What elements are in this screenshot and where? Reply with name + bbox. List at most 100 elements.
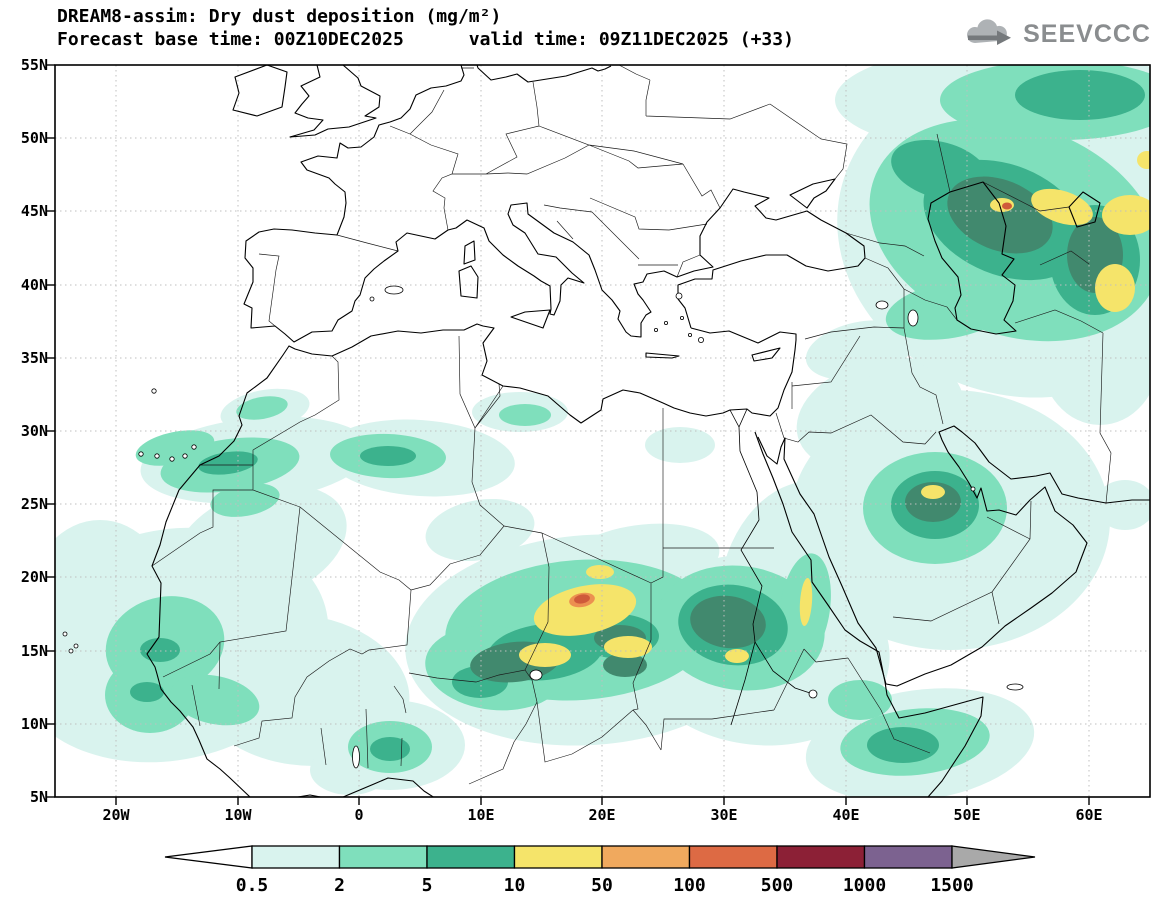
dust-region bbox=[236, 396, 288, 420]
dust-region bbox=[130, 682, 164, 702]
dust-region bbox=[905, 482, 961, 522]
island-lesbos bbox=[675, 292, 683, 300]
coast-ne-africa bbox=[754, 431, 984, 797]
dust-region bbox=[140, 638, 180, 662]
dust-region bbox=[499, 404, 551, 426]
colorbar-cell bbox=[426, 845, 516, 869]
coastlines bbox=[146, 65, 1150, 797]
nile-river bbox=[729, 408, 814, 726]
colorbar-cell bbox=[863, 845, 953, 869]
lake-urmia bbox=[907, 309, 919, 327]
colorbar-cell bbox=[688, 845, 778, 869]
dust-region bbox=[210, 483, 280, 517]
dust-region bbox=[867, 727, 939, 763]
lon-label: 50E bbox=[953, 806, 980, 824]
dust-region bbox=[586, 565, 614, 579]
dust-region bbox=[1015, 70, 1145, 120]
dust-region bbox=[1095, 264, 1135, 312]
island-britain bbox=[289, 65, 381, 138]
colorbar-label: 1000 bbox=[843, 875, 886, 896]
colorbar-label: 0.5 bbox=[236, 875, 269, 896]
cape-verde-island bbox=[62, 631, 68, 637]
borders-mideast bbox=[775, 289, 1032, 625]
lat-label: 40N bbox=[21, 276, 48, 294]
coast-aral bbox=[1068, 191, 1101, 228]
colorbar-cell bbox=[338, 845, 428, 869]
lakes bbox=[352, 300, 919, 769]
dust-region bbox=[519, 643, 571, 667]
coast-baltic bbox=[476, 65, 612, 83]
colorbar-label: 10 bbox=[504, 875, 526, 896]
lon-label: 30E bbox=[710, 806, 737, 824]
dust-region bbox=[690, 595, 766, 649]
coast-arabia bbox=[757, 425, 1150, 687]
dust-region-red bbox=[1002, 202, 1012, 210]
dust-region bbox=[799, 578, 813, 626]
borders-horn bbox=[773, 648, 931, 754]
coast-europe-west bbox=[243, 65, 866, 343]
lat-label: 50N bbox=[21, 129, 48, 147]
canary-island bbox=[191, 444, 197, 450]
lat-label: 30N bbox=[21, 422, 48, 440]
colorbar-label: 5 bbox=[422, 875, 433, 896]
dust-region bbox=[1095, 480, 1150, 530]
colorbar-label: 500 bbox=[761, 875, 794, 896]
island-sicily bbox=[510, 309, 551, 329]
borders-central-africa bbox=[408, 408, 775, 785]
lat-label: 5N bbox=[30, 788, 48, 806]
lon-label: 20E bbox=[588, 806, 615, 824]
canary-island bbox=[169, 456, 175, 462]
dust-region bbox=[425, 498, 535, 562]
lat-label: 35N bbox=[21, 349, 48, 367]
dust-region bbox=[645, 427, 715, 463]
island-mallorca bbox=[384, 285, 404, 295]
lat-label: 15N bbox=[21, 642, 48, 660]
axis-ticks bbox=[47, 64, 1090, 805]
island-rhodes bbox=[698, 336, 705, 343]
borders-nw-africa bbox=[151, 335, 505, 591]
aegean-island bbox=[688, 332, 693, 337]
colorbar-cell bbox=[251, 845, 341, 869]
lake-van bbox=[875, 300, 889, 310]
colorbar-left-arrow bbox=[164, 845, 253, 869]
aegean-island bbox=[664, 320, 669, 325]
coast-africa bbox=[146, 323, 797, 797]
dust-region bbox=[1102, 195, 1150, 235]
dust-region bbox=[198, 451, 258, 475]
figure-title: DREAM8-assim: Dry dust deposition (mg/m²… bbox=[57, 6, 502, 27]
island-corsica bbox=[463, 240, 476, 265]
canary-island bbox=[154, 453, 160, 459]
cloud-logo-icon bbox=[967, 19, 1012, 45]
colorbar-labels: 0.5 2 5 10 50 100 500 1000 1500 bbox=[236, 875, 974, 896]
lat-label: 25N bbox=[21, 495, 48, 513]
cape-verde-island bbox=[68, 648, 74, 654]
lake-chad bbox=[529, 669, 543, 681]
island-socotra bbox=[1006, 683, 1024, 691]
colorbar bbox=[164, 845, 1036, 869]
lat-label: 45N bbox=[21, 202, 48, 220]
dust-region bbox=[170, 674, 260, 726]
country-borders bbox=[151, 65, 1112, 785]
colorbar-right-arrow bbox=[951, 845, 1036, 869]
lon-label: 40E bbox=[832, 806, 859, 824]
dust-region bbox=[885, 280, 1015, 340]
canary-island bbox=[182, 453, 188, 459]
lat-label: 20N bbox=[21, 568, 48, 586]
coast-azov bbox=[789, 178, 836, 209]
coast-caspian bbox=[927, 181, 1017, 335]
dust-region bbox=[603, 653, 647, 677]
dust-region bbox=[604, 636, 652, 658]
colorbar-label: 100 bbox=[673, 875, 706, 896]
island-bahrain bbox=[970, 486, 976, 492]
arrow-shaft bbox=[968, 35, 998, 41]
aegean-island bbox=[654, 327, 659, 332]
dust-region bbox=[360, 446, 416, 466]
lat-label: 10N bbox=[21, 715, 48, 733]
dust-region bbox=[947, 176, 1053, 254]
lon-label: 10E bbox=[467, 806, 494, 824]
cape-verde-island bbox=[73, 643, 79, 649]
lon-label: 0 bbox=[354, 806, 363, 824]
colorbar-label: 50 bbox=[591, 875, 613, 896]
arrow-head bbox=[997, 30, 1012, 45]
borders-central-asia bbox=[845, 133, 1112, 504]
